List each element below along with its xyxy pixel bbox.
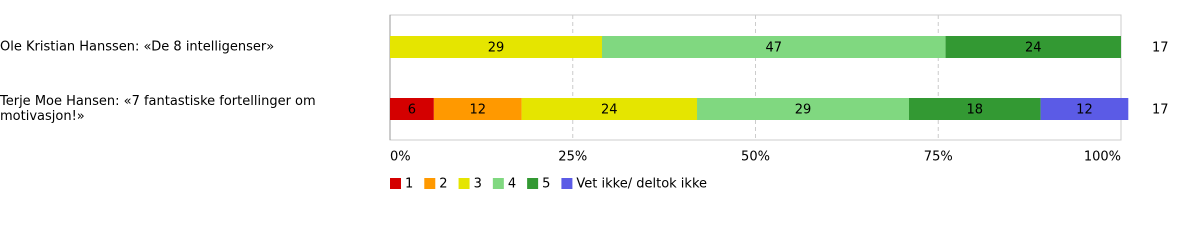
legend-swatch [458,178,470,189]
bar-segment [521,98,698,120]
legend-label: 3 [474,177,482,192]
legend-swatch [390,178,401,189]
x-tick-label: 50% [741,150,770,165]
data-label: 47 [766,41,783,56]
data-label: 12 [469,103,486,118]
legend-swatch [561,178,573,189]
legend-label: 4 [508,177,516,192]
legend-label: 5 [542,177,550,192]
data-label: 24 [1025,41,1042,56]
bar-segment [1040,98,1129,120]
bar-segment [909,98,1041,120]
chart-svg: 0% 25% 50% 75% 100%29 47 24 176 12 24 29 18 12 171 2 3 4… [389,14,1169,192]
data-label: 29 [795,103,812,118]
bar-segment [390,98,434,120]
legend-swatch [492,178,504,189]
category-label: Terje Moe Hansen: «7 fantastiske fortell… [0,94,316,124]
x-tick-label: 75% [924,150,953,165]
count-label: 17 [1152,103,1169,118]
count-label: 17 [1152,41,1169,56]
category-label: Ole Kristian Hanssen: «De 8 intelligense… [0,39,275,55]
bar-segment [945,36,1121,58]
bar-segment [390,36,602,58]
chart: 0% 25% 50% 75% 100% 29 47 24 17 6 12 24 29 18 12 17 1 2 3 4… [0,14,1169,192]
legend-label: 2 [439,177,447,192]
bar-segment [601,36,946,58]
data-label: 12 [1076,103,1093,118]
x-tick-label: 100% [1084,150,1121,165]
data-label: 6 [408,103,416,118]
legend-swatch [424,178,436,189]
x-tick-label: 25% [558,150,587,165]
legend-label: 1 [405,177,413,192]
data-label: 29 [488,41,505,56]
bar-segment [433,98,522,120]
bar-segment [697,98,910,120]
data-label: 24 [601,103,618,118]
legend-swatch [527,178,539,189]
x-tick-label: 0% [390,150,411,165]
data-label: 18 [967,103,984,118]
legend-label: Vet ikke/ deltok ikke [576,177,707,192]
